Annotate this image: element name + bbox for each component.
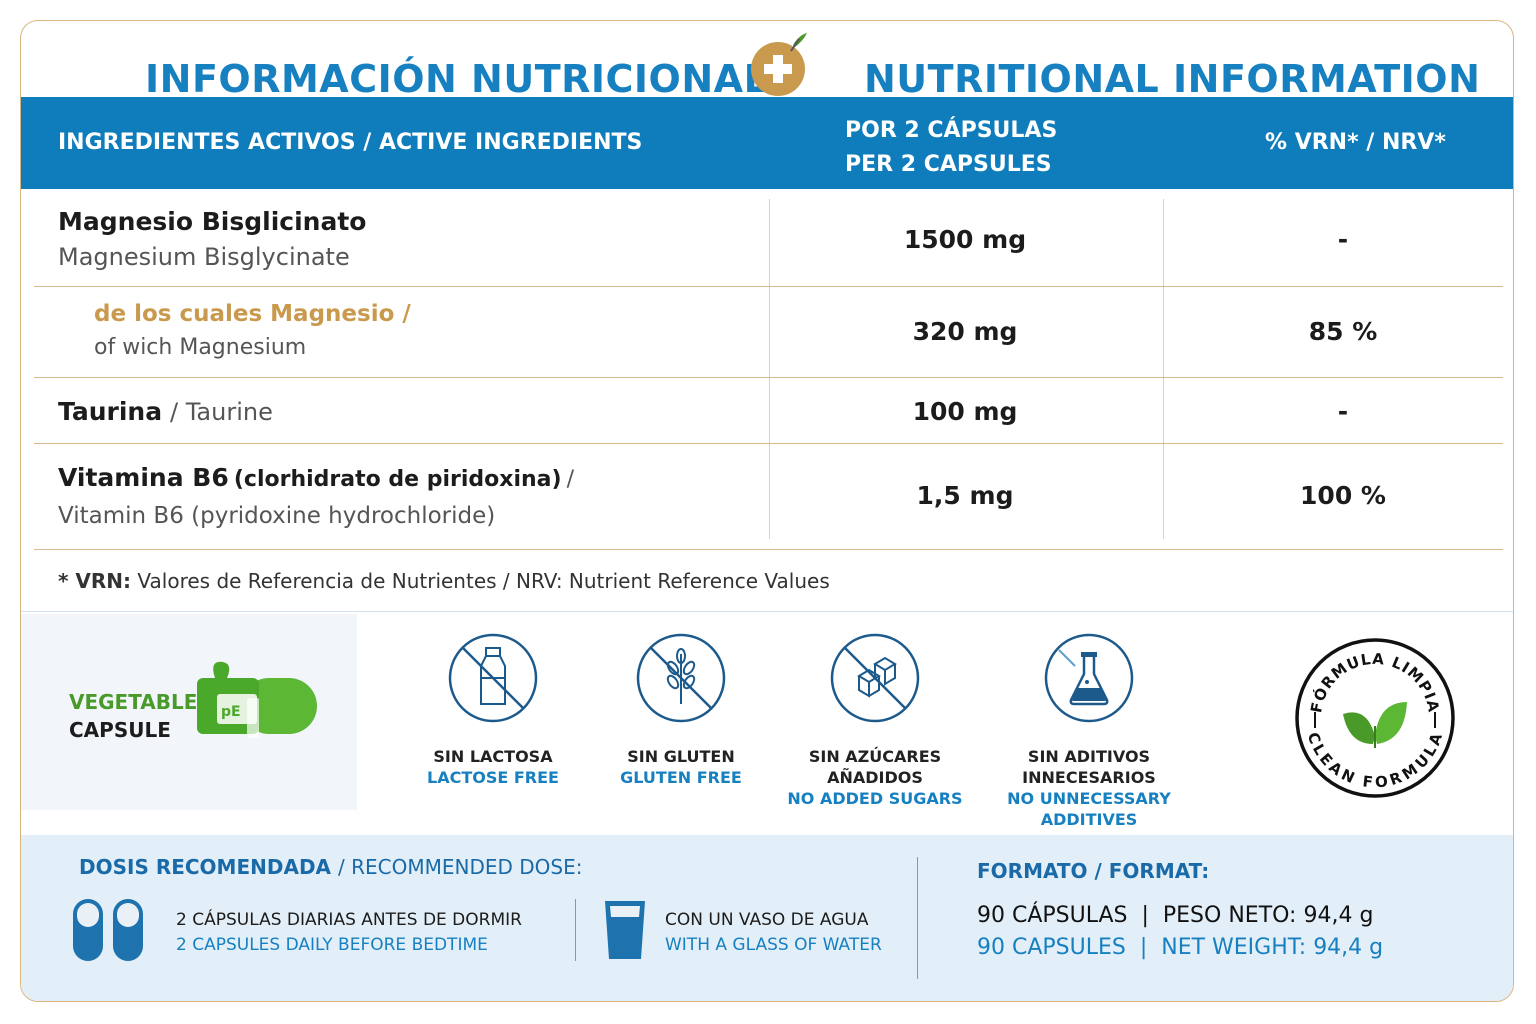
footnote-text: Valores de Referencia de Nutrientes / NR… — [137, 569, 830, 593]
row-taurine-name-en: / Taurine — [170, 398, 273, 426]
row-magnesium-name-en: Magnesium Bisglycinate — [58, 243, 350, 271]
feature-sugars-en: NO ADDED SUGARS — [787, 789, 963, 808]
feature-gluten-en: GLUTEN FREE — [620, 768, 742, 787]
glass-of-water-icon — [605, 901, 645, 959]
svg-text:pE: pE — [221, 704, 241, 720]
row-elemental-mg-nrv: 85 % — [1308, 317, 1378, 346]
water-instructions: CON UN VASO DE AGUA WITH A GLASS OF WATE… — [665, 908, 882, 958]
format-heading: FORMATO / FORMAT: — [977, 859, 1210, 883]
feature-additives-en: NO UNNECESSARY ADDITIVES — [1007, 789, 1171, 829]
feature-additives-es: SIN ADITIVOS INNECESARIOS — [1022, 747, 1156, 787]
dose-format-panel: DOSIS RECOMENDADA / RECOMMENDED DOSE: 2 … — [21, 835, 1513, 1001]
format-separator — [917, 857, 918, 979]
row-b6-name: Vitamina B6 (clorhidrato de piridoxina) … — [58, 463, 574, 492]
water-es: CON UN VASO DE AGUA — [665, 910, 869, 930]
row-magnesium-amount: 1500 mg — [903, 225, 1027, 254]
vegetable-capsule-text: VEGETABLE CAPSULE — [69, 688, 197, 744]
row-divider — [34, 549, 1503, 550]
feature-lactose-free: SIN LACTOSA LACTOSE FREE — [383, 632, 603, 788]
footnote: * VRN: Valores de Referencia de Nutrient… — [58, 569, 830, 593]
row-b6-name-en: Vitamin B6 (pyridoxine hydrochloride) — [58, 503, 496, 529]
column-divider — [1163, 199, 1164, 539]
row-magnesium-name-es: Magnesio Bisglicinato — [58, 207, 367, 236]
row-taurine-name-es: Taurina — [58, 397, 163, 426]
row-b6-amount: 1,5 mg — [916, 481, 1014, 510]
feature-no-additives: SIN ADITIVOS INNECESARIOS NO UNNECESSARY… — [979, 632, 1199, 830]
format-line-es: 90 CÁPSULAS | PESO NETO: 94,4 g — [977, 903, 1374, 928]
format-line-en: 90 CAPSULES | NET WEIGHT: 94,4 g — [977, 935, 1384, 960]
table-header: INGREDIENTES ACTIVOS / ACTIVE INGREDIENT… — [21, 97, 1513, 189]
feature-no-added-sugars: SIN AZÚCARES AÑADIDOS NO ADDED SUGARS — [765, 632, 985, 809]
clean-formula-seal-icon: FÓRMULA LIMPIA CLEAN FORMULA — [1295, 638, 1455, 798]
dose-instructions: 2 CÁPSULAS DIARIAS ANTES DE DORMIR 2 CAP… — [176, 908, 522, 958]
feature-gluten-es: SIN GLUTEN — [627, 747, 735, 766]
header-ingredients: INGREDIENTES ACTIVOS / ACTIVE INGREDIENT… — [58, 130, 643, 155]
dose-separator — [575, 899, 576, 961]
row-elemental-mg-name-es: de los cuales Magnesio / — [94, 301, 411, 327]
row-divider — [34, 377, 1503, 378]
no-wheat-icon — [636, 633, 726, 723]
flask-icon — [1044, 633, 1134, 723]
dose-caps-es: 2 CÁPSULAS DIARIAS ANTES DE DORMIR — [176, 910, 522, 930]
nutrition-card: INFORMACIÓN NUTRICIONAL NUTRITIONAL INFO… — [20, 20, 1514, 1002]
row-b6-nrv: 100 % — [1300, 481, 1386, 510]
row-elemental-mg-name-en: of wich Magnesium — [94, 335, 307, 360]
dose-heading-en: / RECOMMENDED DOSE: — [338, 855, 583, 879]
no-sugar-cubes-icon — [830, 633, 920, 723]
vegetable-capsule-badge: VEGETABLE CAPSULE pE — [21, 614, 357, 810]
row-divider — [34, 443, 1503, 444]
row-divider — [34, 286, 1503, 287]
dose-heading: DOSIS RECOMENDADA / RECOMMENDED DOSE: — [79, 855, 582, 879]
footnote-star: * VRN: — [58, 569, 132, 593]
capsule-label: CAPSULE — [69, 718, 171, 742]
title-spanish: INFORMACIÓN NUTRICIONAL — [145, 57, 769, 101]
row-b6-name-es: Vitamina B6 — [58, 463, 229, 492]
vegetable-label: VEGETABLE — [69, 690, 198, 714]
capsules-icon — [73, 899, 143, 961]
row-taurine-nrv: - — [1337, 397, 1349, 426]
header-nrv: % VRN* / NRV* — [1265, 130, 1446, 155]
header-per-es: POR 2 CÁPSULAS — [845, 118, 1058, 143]
header-per-en: PER 2 CAPSULES — [845, 152, 1052, 177]
water-en: WITH A GLASS OF WATER — [665, 935, 882, 955]
plus-logo-icon — [751, 33, 807, 96]
header-per-dose: POR 2 CÁPSULAS PER 2 CAPSULES — [845, 114, 1057, 182]
row-elemental-mg-amount: 320 mg — [912, 317, 1018, 346]
row-taurine-name: Taurina / Taurine — [58, 397, 273, 426]
dose-caps-en: 2 CAPSULES DAILY BEFORE BEDTIME — [176, 935, 488, 955]
feature-gluten-free: SIN GLUTEN GLUTEN FREE — [571, 632, 791, 788]
dose-heading-es: DOSIS RECOMENDADA — [79, 855, 332, 879]
title-english: NUTRITIONAL INFORMATION — [864, 57, 1481, 101]
row-taurine-amount: 100 mg — [912, 397, 1018, 426]
feature-sugars-es: SIN AZÚCARES AÑADIDOS — [808, 747, 942, 787]
vegetable-capsule-icon: pE — [197, 661, 317, 738]
feature-lactose-en: LACTOSE FREE — [427, 768, 559, 787]
features-strip: VEGETABLE CAPSULE pE SIN LACTOSA — [21, 611, 1513, 836]
row-magnesium-nrv: - — [1337, 225, 1349, 254]
row-b6-name-es-extra: (clorhidrato de piridoxina) — [233, 467, 562, 492]
column-divider — [769, 199, 770, 539]
row-b6-slash: / — [566, 467, 575, 492]
no-milk-bottle-icon — [448, 633, 538, 723]
feature-lactose-es: SIN LACTOSA — [433, 747, 553, 766]
